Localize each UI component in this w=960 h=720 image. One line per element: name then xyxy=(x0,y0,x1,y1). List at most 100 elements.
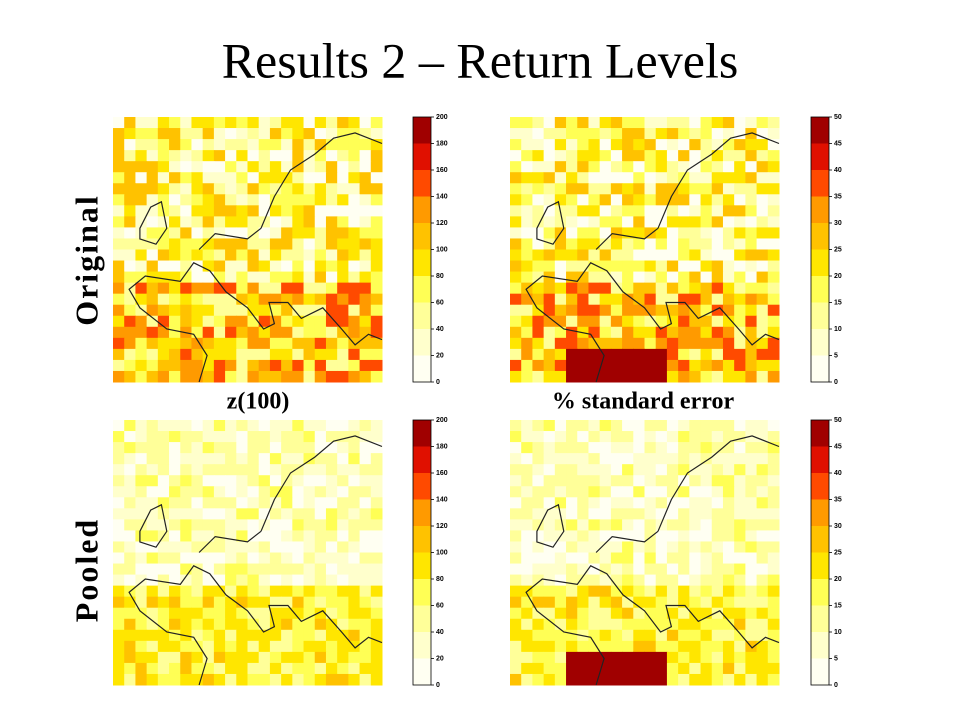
map-cell xyxy=(588,486,601,498)
map-cell xyxy=(644,552,657,565)
map-cell xyxy=(711,618,724,631)
map-cell xyxy=(566,662,578,675)
map-cell xyxy=(337,370,349,383)
map-cell xyxy=(202,128,215,140)
map-cell xyxy=(722,139,735,151)
map-cell xyxy=(610,519,623,531)
map-cell xyxy=(202,453,215,465)
map-cell xyxy=(521,260,533,273)
map-cell xyxy=(633,552,645,565)
map-cell xyxy=(711,574,724,587)
map-cell xyxy=(588,150,601,162)
map-cell xyxy=(337,618,349,631)
map-cell xyxy=(370,293,383,306)
map-cell xyxy=(124,117,136,129)
map-cell xyxy=(543,629,556,642)
map-cell xyxy=(711,271,724,284)
map-cell xyxy=(577,607,589,620)
map-cell xyxy=(521,508,533,520)
map-cell xyxy=(269,117,282,129)
map-cell xyxy=(700,161,713,173)
map-cell xyxy=(711,475,724,487)
map-cell xyxy=(521,205,533,217)
map-cell xyxy=(191,359,204,372)
map-cell xyxy=(202,673,215,686)
colorbar-tick-label: 160 xyxy=(436,470,448,477)
map-cell xyxy=(202,172,215,184)
map-cell xyxy=(213,359,226,372)
map-cell xyxy=(146,486,159,498)
map-cell xyxy=(767,172,780,184)
map-cell xyxy=(292,475,305,487)
map-cell xyxy=(510,260,522,273)
map-cell xyxy=(180,150,192,162)
map-cell xyxy=(734,359,746,372)
map-cell xyxy=(359,497,372,509)
map-cell xyxy=(337,585,349,598)
map-cell xyxy=(213,326,226,339)
map-cell xyxy=(543,519,556,531)
map-cell xyxy=(655,249,668,262)
colorbar-segment xyxy=(811,302,829,329)
map-cell xyxy=(745,541,758,553)
map-cell xyxy=(510,161,522,173)
map-cell xyxy=(689,519,702,531)
map-cell xyxy=(337,541,349,553)
map-cell xyxy=(554,420,567,432)
map-cell xyxy=(734,651,746,664)
map-cell xyxy=(314,497,327,509)
map-cell xyxy=(157,442,170,454)
map-cell xyxy=(348,205,361,217)
map-cell xyxy=(281,370,293,383)
map-cell xyxy=(532,172,545,184)
map-cell xyxy=(225,249,237,262)
map-cell xyxy=(191,541,204,553)
map-cell xyxy=(359,348,372,361)
map-cell xyxy=(303,552,316,565)
map-cell xyxy=(722,442,735,454)
map-cell xyxy=(722,128,735,140)
map-cell xyxy=(756,574,769,587)
map-cell xyxy=(348,662,361,675)
colorbar-tick-label: 15 xyxy=(834,602,842,609)
map-cell xyxy=(734,442,746,454)
map-cell xyxy=(191,227,204,239)
colorbar-tick-label: 30 xyxy=(834,220,842,227)
map-cell xyxy=(734,541,746,553)
map-cell xyxy=(543,161,556,173)
map-cell xyxy=(236,348,248,361)
map-cell xyxy=(767,216,780,228)
map-cell xyxy=(269,651,282,664)
map-cell xyxy=(610,293,623,306)
map-cell xyxy=(180,519,192,531)
map-cell xyxy=(225,117,237,129)
map-cell xyxy=(577,618,589,631)
map-cell xyxy=(510,293,522,306)
map-cell xyxy=(622,530,634,542)
map-cell xyxy=(348,486,361,498)
map-cell xyxy=(348,238,361,250)
map-cell xyxy=(135,337,148,350)
map-cell xyxy=(666,150,679,162)
map-cell xyxy=(700,453,713,465)
map-cell xyxy=(124,139,136,151)
map-cell xyxy=(700,293,713,306)
map-cell xyxy=(734,574,746,587)
map-cell xyxy=(543,420,556,432)
map-cell xyxy=(711,194,724,206)
map-cell xyxy=(644,315,657,328)
map-cell xyxy=(258,662,271,675)
map-cell xyxy=(678,359,690,372)
map-cell xyxy=(292,370,305,383)
map-cell xyxy=(281,442,293,454)
map-cell xyxy=(622,238,634,250)
map-cell xyxy=(269,519,282,531)
map-cell xyxy=(337,662,349,675)
map-cell xyxy=(213,464,226,476)
map-cell xyxy=(169,453,181,465)
map-cell xyxy=(258,370,271,383)
map-cell xyxy=(146,497,159,509)
map-cell xyxy=(325,293,338,306)
map-cell xyxy=(225,315,237,328)
